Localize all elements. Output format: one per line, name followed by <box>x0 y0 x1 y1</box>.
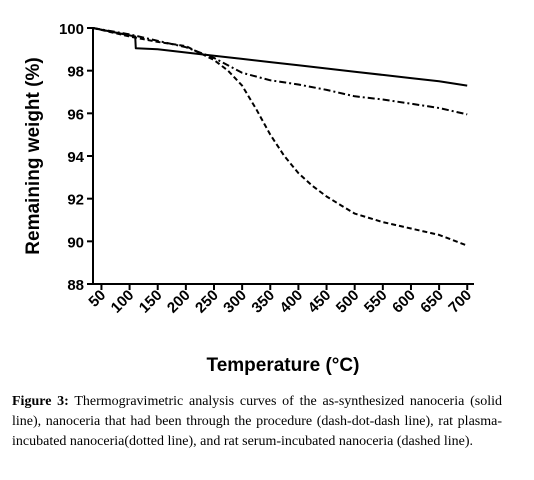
series-line-solid <box>92 27 468 87</box>
y-tick-label: 92 <box>67 192 84 209</box>
series-line-dash-dot-dash <box>92 27 468 116</box>
y-tick-label: 96 <box>67 106 84 123</box>
figure-caption-text: Thermogravimetric analysis curves of the… <box>12 394 502 449</box>
series-line-dashed <box>92 27 468 247</box>
x-axis-title: Temperature (°C) <box>207 355 360 376</box>
y-tick-label: 98 <box>67 64 84 81</box>
x-tick-label: 50 <box>85 287 109 311</box>
y-ticks: 88 90 92 94 96 98 100 <box>59 21 93 294</box>
x-tick-label: 600 <box>389 287 419 317</box>
figure-caption: Figure 3: Thermogravimetric analysis cur… <box>12 392 502 452</box>
x-tick-label: 250 <box>192 287 222 317</box>
x-tick-label: 650 <box>417 287 447 317</box>
x-tick-label: 400 <box>277 287 307 317</box>
x-tick-label: 300 <box>220 287 250 317</box>
y-tick-label: 90 <box>67 234 84 251</box>
y-tick-label: 100 <box>59 21 84 38</box>
x-tick-label: 350 <box>248 287 278 317</box>
y-tick-label: 94 <box>67 149 84 166</box>
x-axis-title-unit: (°C) <box>325 355 359 376</box>
x-axis-title-text: Temperature <box>207 355 321 376</box>
y-tick-label: 88 <box>67 277 84 294</box>
x-tick-label: 550 <box>361 287 391 317</box>
y-axis-title: Remaining weight (%) <box>23 57 44 254</box>
x-tick-label: 200 <box>164 287 194 317</box>
x-tick-label: 500 <box>333 287 363 317</box>
x-tick-label: 100 <box>108 287 138 317</box>
x-ticks: 5010015020025030035040045050055060065070… <box>85 284 475 317</box>
x-tick-label: 150 <box>136 287 166 317</box>
series-group <box>92 27 468 247</box>
x-tick-label: 450 <box>305 287 335 317</box>
x-tick-label: 700 <box>445 287 475 317</box>
figure-caption-label: Figure 3: <box>12 394 69 409</box>
